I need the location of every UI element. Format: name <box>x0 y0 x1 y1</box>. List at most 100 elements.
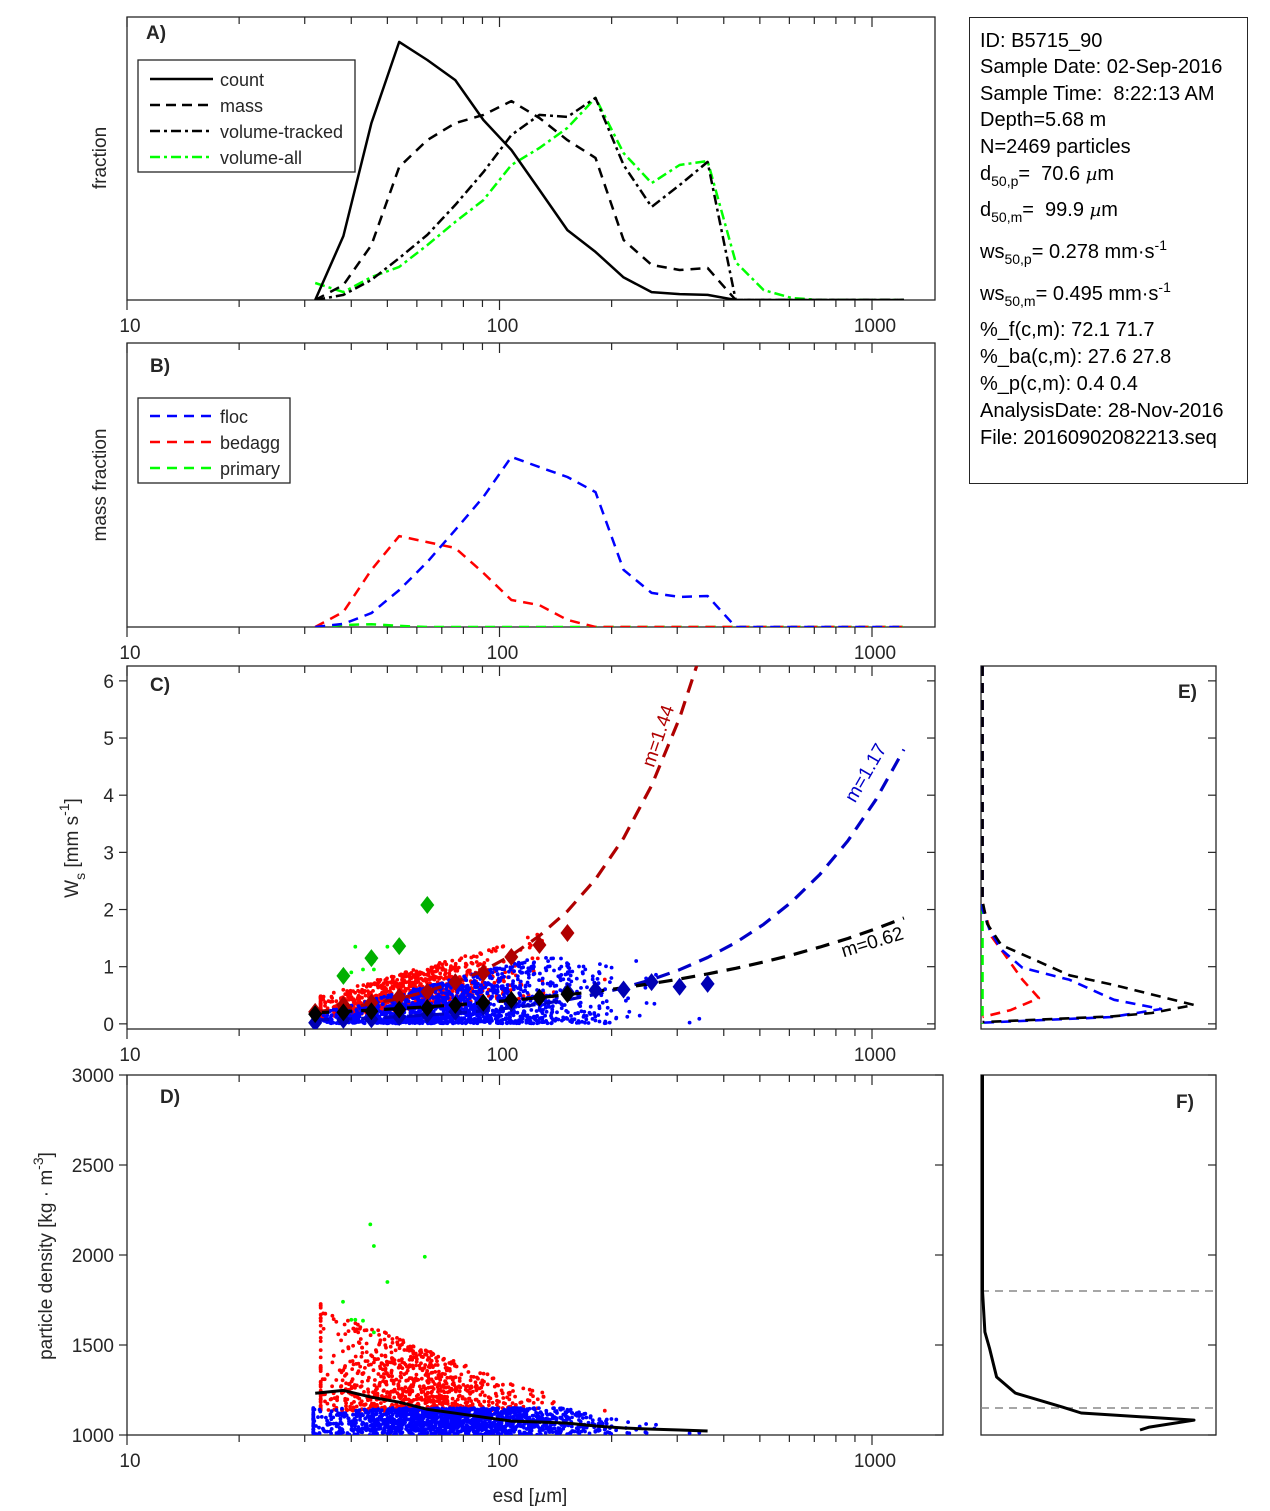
particle-point-bedagg <box>395 1342 400 1347</box>
particle-point-floc <box>381 1011 386 1016</box>
bin-median-marker-bedagg <box>420 982 435 1001</box>
particle-point-floc <box>492 984 497 989</box>
particle-point-floc <box>491 990 496 995</box>
particle-point-bedagg <box>318 1005 323 1009</box>
particle-point-floc <box>512 969 516 974</box>
particle-point-bedagg <box>480 1383 485 1387</box>
particle-point-bedagg <box>346 1345 351 1349</box>
particle-point-floc <box>438 1414 443 1419</box>
particle-point-bedagg <box>363 1366 367 1370</box>
particle-point-floc <box>548 983 553 988</box>
particle-point-bedagg <box>489 949 494 954</box>
particle-point-bedagg <box>419 1348 423 1353</box>
particle-point-bedagg <box>348 1407 353 1412</box>
particle-point-floc <box>450 992 454 997</box>
particle-point-floc <box>506 1415 510 1420</box>
particle-point-bedagg <box>429 1377 434 1382</box>
particle-point-bedagg <box>344 1407 349 1412</box>
particle-point-bedagg <box>358 1337 363 1341</box>
particle-point-bedagg <box>384 987 388 991</box>
particle-point-bedagg <box>453 964 458 968</box>
particle-point-bedagg <box>363 993 368 998</box>
particle-point-bedagg <box>356 988 360 993</box>
particle-point-floc <box>590 1017 595 1021</box>
particle-point-bedagg <box>358 1401 362 1406</box>
particle-point-bedagg <box>385 982 390 987</box>
particle-point-floc <box>435 1429 440 1434</box>
particle-point-bedagg <box>518 1400 523 1405</box>
bin-median-marker-floc <box>644 973 659 992</box>
particle-point-floc <box>478 1019 482 1024</box>
particle-point-bedagg <box>503 1401 507 1406</box>
particle-point-floc <box>329 1409 334 1414</box>
particle-point-bedagg <box>437 1369 441 1374</box>
particle-point-floc <box>514 1021 519 1026</box>
particle-point-bedagg <box>492 980 497 985</box>
particle-point-floc <box>498 1021 503 1025</box>
particle-point-bedagg <box>462 1364 467 1369</box>
particle-point-floc <box>417 1428 422 1433</box>
particle-point-floc <box>434 1416 439 1421</box>
particle-point-floc <box>317 1425 321 1430</box>
particle-point-floc <box>408 1019 413 1024</box>
particle-point-bedagg <box>423 1373 428 1377</box>
bin-median-marker-all <box>308 1005 323 1024</box>
particle-point-floc <box>549 1013 553 1018</box>
particle-point-bedagg <box>463 954 468 958</box>
particle-point-bedagg <box>329 1397 334 1401</box>
particle-point-bedagg <box>513 1394 517 1399</box>
particle-point-bedagg <box>478 951 483 955</box>
particle-point-floc <box>329 1013 334 1017</box>
particle-point-floc <box>365 1424 369 1428</box>
particle-point-bedagg <box>459 1372 464 1377</box>
particle-point-floc <box>512 1414 516 1418</box>
particle-point-bedagg <box>431 974 436 978</box>
particle-point-bedagg <box>501 1382 505 1387</box>
particle-point-bedagg <box>389 1368 394 1373</box>
particle-point-floc <box>511 981 515 986</box>
bin-median-marker-bedagg <box>560 923 575 942</box>
particle-point-bedagg <box>330 1384 334 1389</box>
particle-point-bedagg <box>348 992 353 996</box>
particle-point-floc <box>559 956 563 961</box>
particle-point-bedagg <box>399 1386 404 1391</box>
panel-b-frame <box>126 342 936 628</box>
particle-point-floc <box>578 1419 583 1424</box>
particle-point-bedagg <box>411 1344 416 1349</box>
particle-point-bedagg <box>432 1401 436 1405</box>
particle-point-bedagg <box>350 1359 355 1363</box>
particle-point-floc <box>644 1422 648 1426</box>
particle-point-bedagg <box>471 954 476 959</box>
particle-point-floc <box>433 1016 438 1020</box>
particle-point-bedagg <box>395 984 399 989</box>
particle-point-bedagg <box>443 1379 447 1384</box>
particle-point-bedagg <box>374 1349 379 1354</box>
particle-point-bedagg <box>345 1397 350 1402</box>
particle-point-bedagg <box>473 1380 478 1385</box>
particle-point-floc <box>597 1019 602 1024</box>
particle-point-floc <box>554 983 559 988</box>
particle-point-bedagg <box>478 1403 483 1407</box>
particle-point-bedagg <box>440 1401 445 1406</box>
particle-point-floc <box>577 1020 581 1025</box>
x-tick-label: 1000 <box>854 1045 896 1066</box>
particle-point-bedagg <box>428 1350 433 1354</box>
particle-point-floc <box>502 995 507 999</box>
bin-median-marker-floc <box>672 977 687 996</box>
particle-point-floc <box>417 998 422 1002</box>
panel-a: 10 100 1000 <box>119 16 936 337</box>
particle-point-bedagg <box>428 1361 433 1365</box>
particle-point-bedagg <box>540 1390 545 1395</box>
particle-point-bedagg <box>414 1359 419 1364</box>
y-tick-label: 2 <box>103 901 114 922</box>
particle-point-floc <box>525 1013 530 1018</box>
particle-point-bedagg <box>474 1397 479 1402</box>
particle-point-floc <box>580 1019 584 1024</box>
particle-point-floc <box>521 965 525 970</box>
particle-point-bedagg <box>469 1399 473 1403</box>
particle-point-bedagg <box>329 994 334 999</box>
particle-point-bedagg <box>396 1386 401 1391</box>
particle-point-bedagg <box>417 1384 422 1389</box>
particle-point-floc <box>604 1421 609 1426</box>
particle-point-floc <box>540 976 545 981</box>
